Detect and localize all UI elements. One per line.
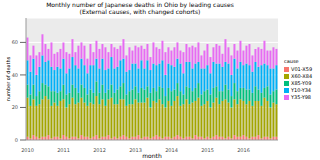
html-text:X60-X84: X60-X84 (291, 73, 313, 79)
html-text:Monthly number of Japanese dea: Monthly number of Japanese deaths in Ohi… (46, 1, 234, 8)
svg-text:2011: 2011 (57, 147, 70, 153)
html-text:cause: cause (284, 58, 299, 64)
html-text:V01-X59: V01-X59 (291, 66, 313, 72)
svg-text:2013: 2013 (129, 147, 142, 153)
svg-text:40: 40 (12, 72, 18, 78)
html-text:Y35-Y98: Y35-Y98 (291, 94, 311, 100)
svg-text:2010: 2010 (21, 147, 34, 153)
html-text:(External causes, with changed: (External causes, with changed cohorts) (79, 8, 201, 15)
svg-text:20: 20 (12, 104, 18, 110)
svg-text:2015: 2015 (201, 147, 214, 153)
svg-text:2016: 2016 (237, 147, 250, 153)
svg-text:2012: 2012 (93, 147, 106, 153)
html-text:X85-Y09: X85-Y09 (291, 80, 312, 86)
svg-text:number of deaths: number of deaths (8, 56, 11, 101)
svg-text:month: month (142, 152, 162, 158)
svg-text:2014: 2014 (165, 147, 178, 153)
html-text:Y10-Y34: Y10-Y34 (291, 87, 311, 93)
svg-text:0: 0 (15, 137, 18, 143)
svg-text:60: 60 (12, 39, 18, 45)
